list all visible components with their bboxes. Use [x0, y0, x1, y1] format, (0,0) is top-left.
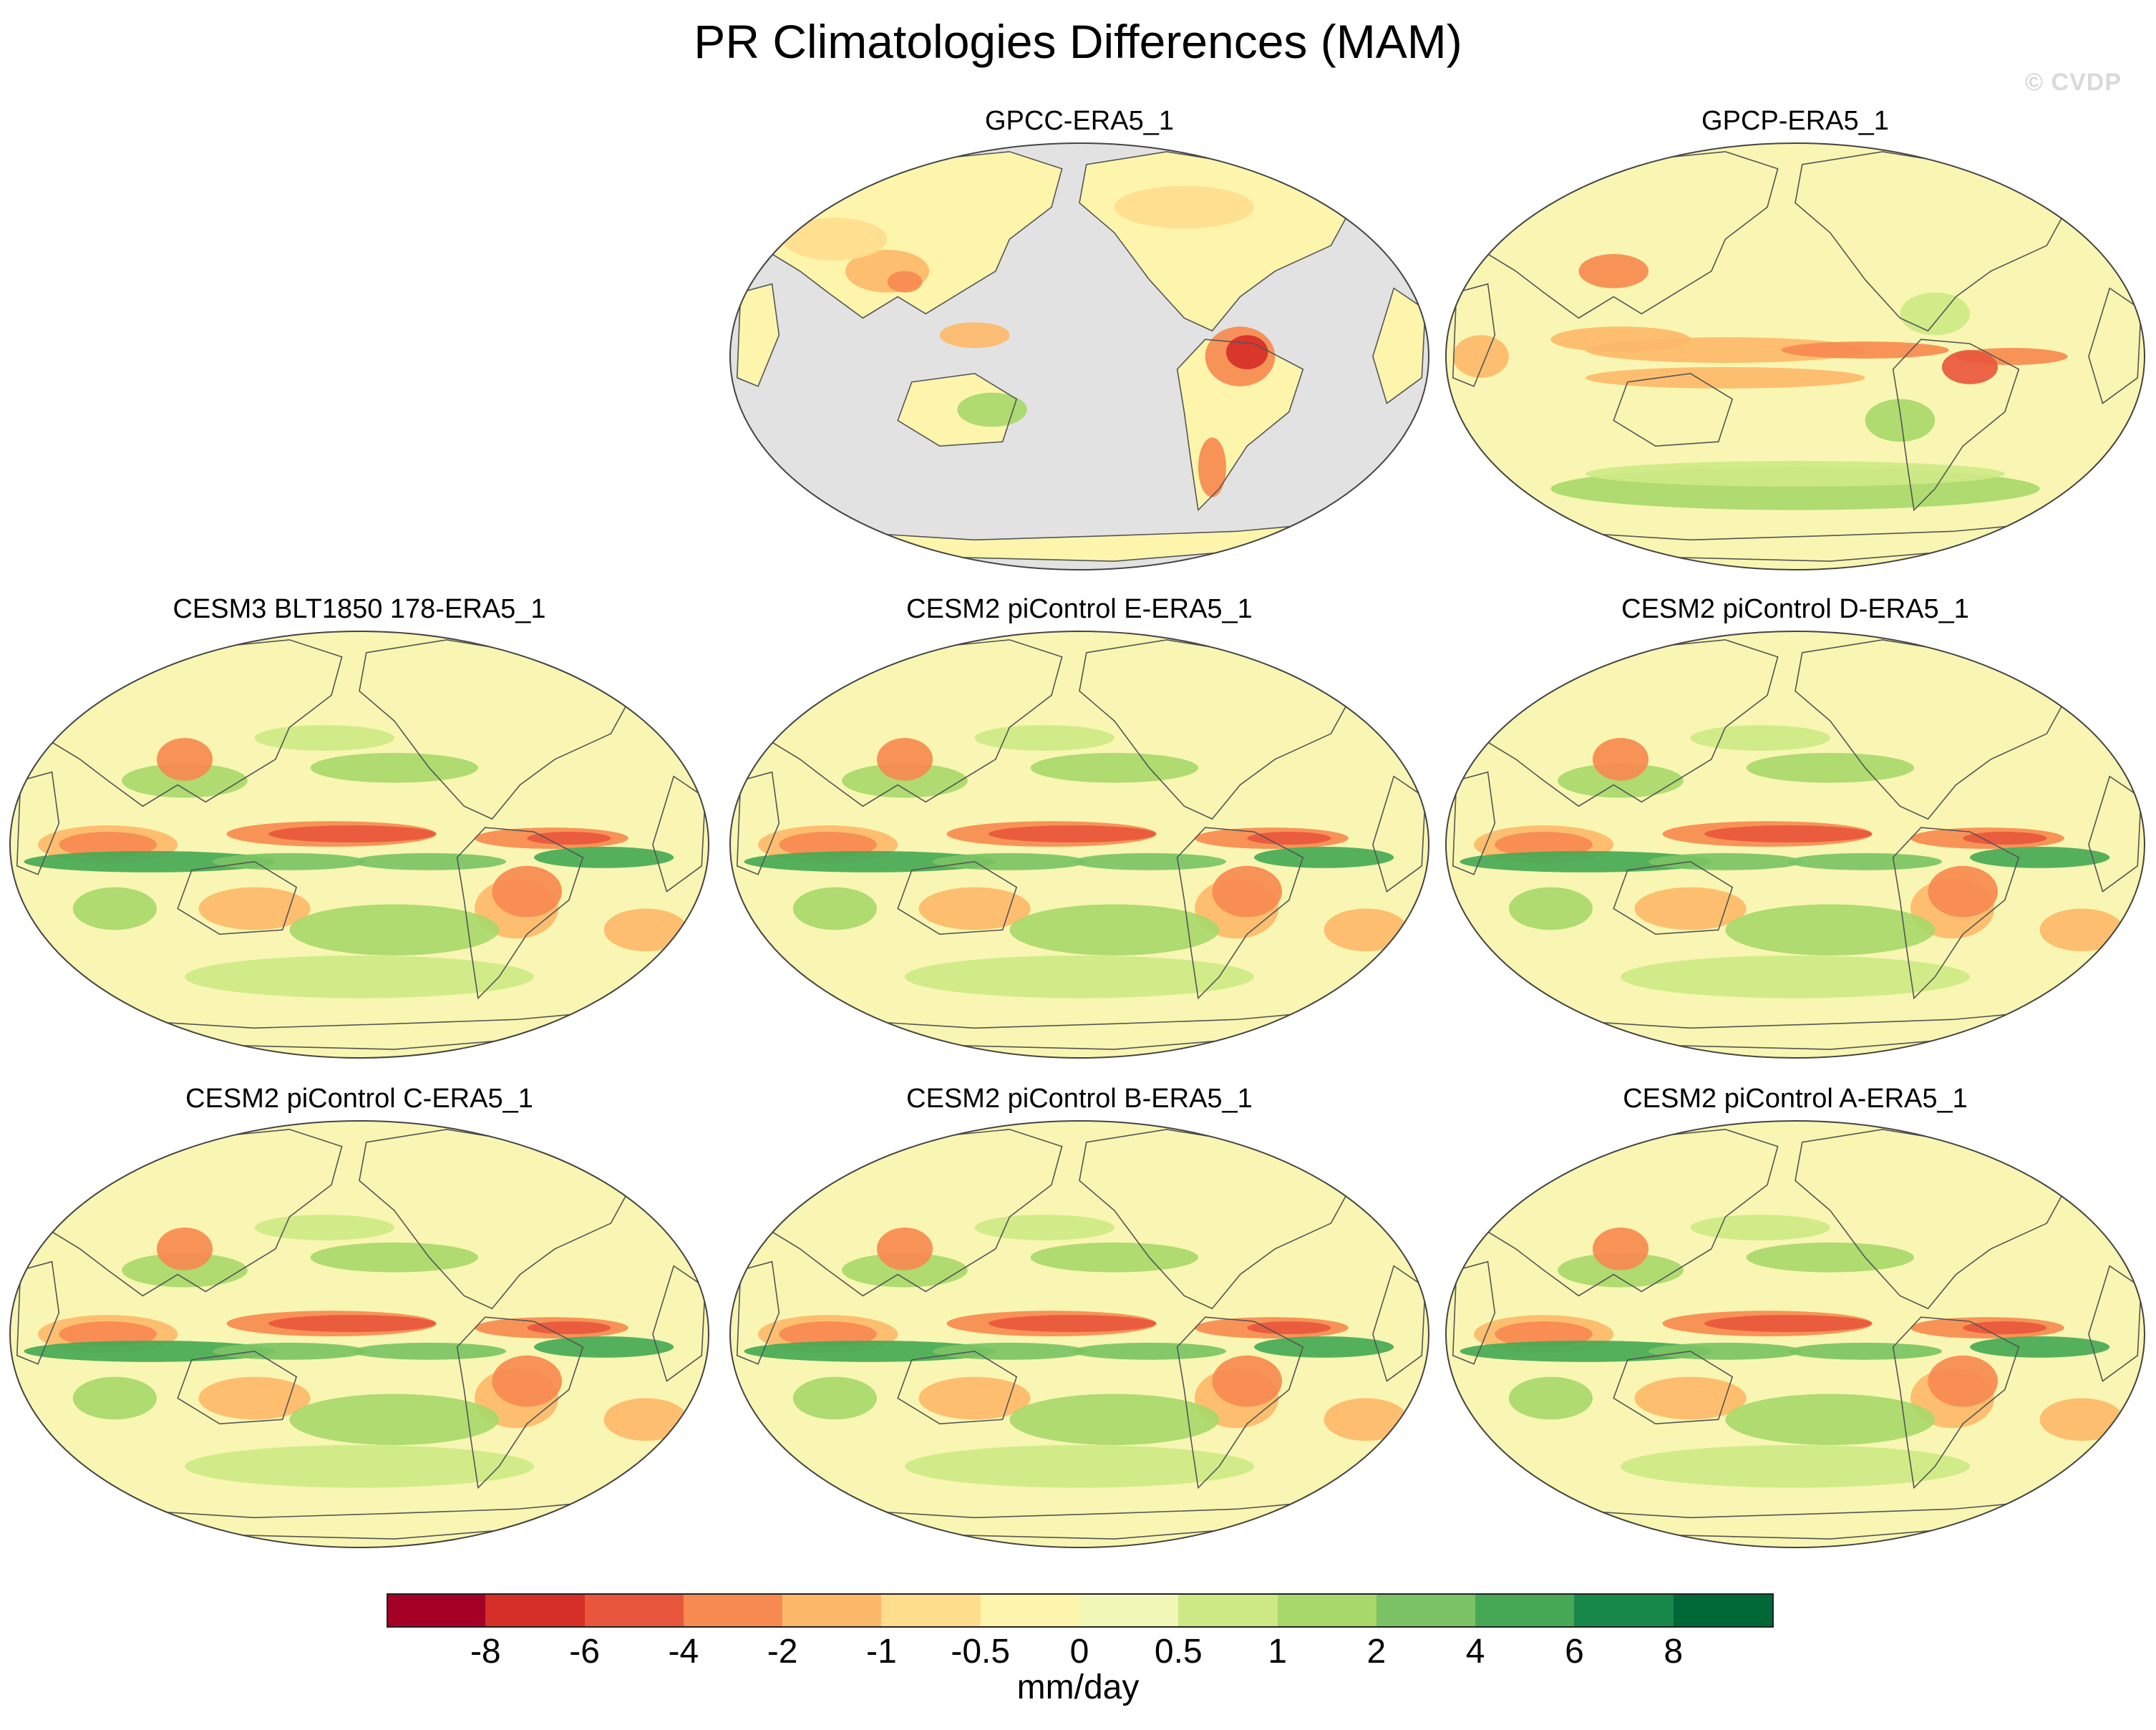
- colorbar-box: [1178, 1593, 1278, 1626]
- colorbar-box: [485, 1593, 586, 1626]
- map-panel: CESM2 piControl D-ERA5_1: [1444, 593, 2146, 1059]
- panel-title: GPCC-ERA5_1: [985, 106, 1174, 136]
- cvdp-watermark: © CVDP: [2025, 69, 2122, 96]
- colorbar-box: [1673, 1593, 1773, 1626]
- colorbar-tick-label: 0.5: [1154, 1633, 1203, 1671]
- map-panel: CESM2 piControl B-ERA5_1: [729, 1082, 1430, 1548]
- panel-title: CESM2 piControl D-ERA5_1: [1621, 594, 1969, 624]
- map-panel: GPCP-ERA5_1: [1444, 105, 2146, 570]
- colorbar-tick-label: 1: [1268, 1633, 1287, 1671]
- colorbar-units: mm/day: [1016, 1668, 1140, 1706]
- colorbar-tick-label: 2: [1366, 1633, 1387, 1671]
- panel-title: CESM2 piControl C-ERA5_1: [185, 1084, 533, 1114]
- map-panel: CESM2 piControl E-ERA5_1: [729, 593, 1430, 1059]
- figure-title: PR Climatologies Differences (MAM): [694, 15, 1462, 68]
- colorbar-box: [1079, 1593, 1180, 1626]
- colorbar: [387, 1593, 1773, 1628]
- colorbar-box: [387, 1593, 487, 1626]
- map-globe: [729, 1120, 1429, 1548]
- panel-title: CESM2 piControl A-ERA5_1: [1623, 1084, 1968, 1114]
- colorbar-tick-label: 6: [1565, 1633, 1584, 1671]
- map-globe: [9, 631, 709, 1059]
- colorbar-box: [1574, 1593, 1674, 1626]
- map-globe: [729, 142, 1429, 570]
- map-panel: CESM2 piControl A-ERA5_1: [1444, 1082, 2146, 1548]
- colorbar-box: [1376, 1593, 1477, 1626]
- colorbar-box: [980, 1593, 1080, 1626]
- colorbar-tick-label: 0: [1069, 1633, 1089, 1671]
- colorbar-tick-label: 4: [1465, 1633, 1485, 1671]
- colorbar-box: [782, 1593, 883, 1626]
- colorbar-box: [683, 1593, 784, 1626]
- map-panel: GPCC-ERA5_1: [729, 105, 1430, 570]
- colorbar-box: [1277, 1593, 1377, 1626]
- map-globe: [729, 631, 1429, 1059]
- map-globe: [1445, 142, 2145, 570]
- colorbar-tick-label: 8: [1664, 1633, 1684, 1671]
- map-globe: [9, 1120, 709, 1548]
- colorbar-box: [881, 1593, 981, 1626]
- colorbar-tick-label: -1: [866, 1633, 897, 1671]
- colorbar-box: [584, 1593, 684, 1626]
- colorbar-tick-label: -4: [668, 1633, 699, 1671]
- map-panel: CESM2 piControl C-ERA5_1: [9, 1082, 710, 1548]
- panel-title: CESM2 piControl E-ERA5_1: [906, 594, 1253, 624]
- colorbar-tick-label: -8: [470, 1633, 501, 1671]
- colorbar-tick-label: -6: [569, 1633, 600, 1671]
- panel-title: GPCP-ERA5_1: [1701, 106, 1889, 136]
- colorbar-tick-label: -2: [767, 1633, 798, 1671]
- map-globe: [1445, 1120, 2145, 1548]
- colorbar-box: [1475, 1593, 1575, 1626]
- panel-title: CESM2 piControl B-ERA5_1: [906, 1084, 1253, 1114]
- map-globe: [1445, 631, 2145, 1059]
- panel-title: CESM3 BLT1850 178-ERA5_1: [173, 594, 546, 624]
- map-panel: CESM3 BLT1850 178-ERA5_1: [9, 593, 710, 1059]
- colorbar-tick-label: -0.5: [951, 1633, 1011, 1671]
